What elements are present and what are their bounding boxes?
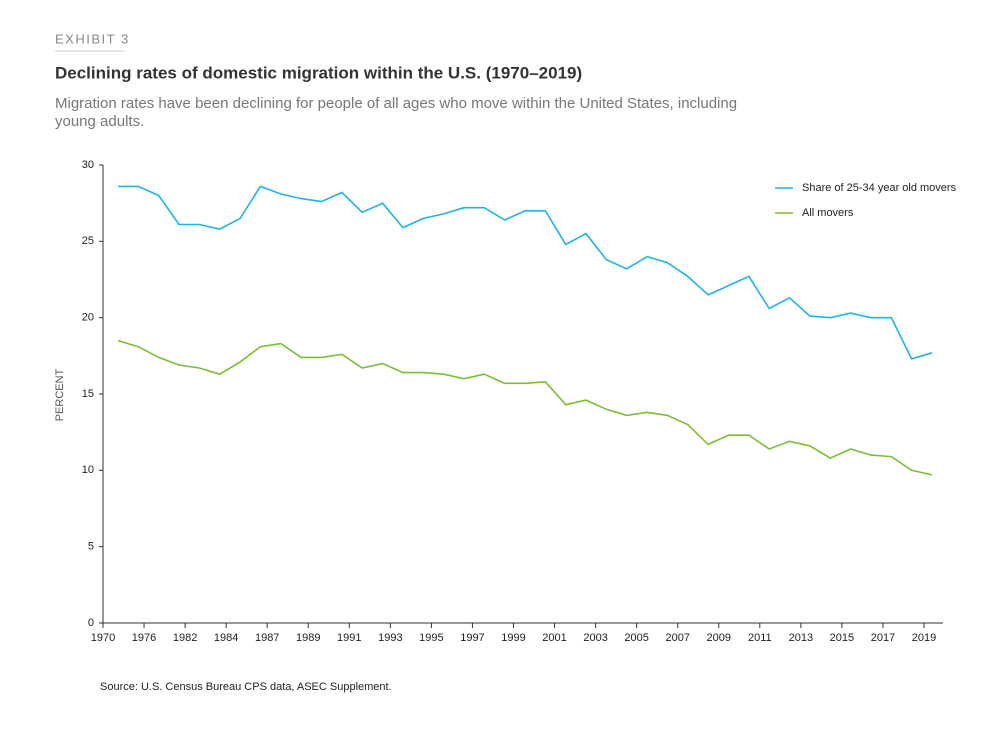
- x-tick-label: 2003: [583, 632, 607, 644]
- x-tick-label: 2007: [665, 632, 689, 644]
- y-tick-label: 10: [82, 464, 94, 476]
- x-tick-label: 1989: [296, 632, 320, 644]
- y-tick-label: 20: [82, 312, 94, 324]
- chart-subtitle: Migration rates have been declining for …: [55, 95, 738, 130]
- x-tick-label: 1976: [132, 632, 156, 644]
- series-line: [118, 185, 933, 360]
- x-tick-label: 1995: [419, 632, 443, 644]
- chart-title: Declining rates of domestic migration wi…: [55, 63, 582, 82]
- y-tick-label: 15: [82, 388, 94, 400]
- x-tick-label: 2017: [871, 632, 895, 644]
- x-tick-label: 2019: [912, 632, 936, 644]
- legend-label: All movers: [802, 207, 854, 219]
- y-tick-label: 25: [82, 235, 94, 247]
- x-tick-label: 2005: [624, 632, 648, 644]
- legend-label: Share of 25-34 year old movers: [802, 182, 957, 194]
- y-tick-label: 0: [88, 617, 94, 629]
- x-tick-label: 1982: [173, 632, 197, 644]
- x-tick-label: 1991: [337, 632, 361, 644]
- source-note: Source: U.S. Census Bureau CPS data, ASE…: [100, 681, 392, 693]
- y-axis-label: PERCENT: [54, 368, 66, 421]
- eyebrow: EXHIBIT 3: [55, 31, 130, 46]
- y-tick-label: 30: [82, 159, 94, 171]
- x-tick-label: 1970: [91, 632, 115, 644]
- x-tick-label: 2011: [748, 632, 772, 644]
- y-tick-label: 5: [88, 541, 94, 553]
- series-line: [117, 339, 933, 476]
- x-tick-label: 1999: [501, 632, 525, 644]
- x-tick-label: 1993: [378, 632, 402, 644]
- x-tick-label: 2015: [830, 632, 854, 644]
- x-tick-label: 2009: [707, 632, 731, 644]
- x-tick-label: 1987: [255, 632, 279, 644]
- x-tick-label: 2013: [789, 632, 813, 644]
- x-tick-label: 1984: [214, 632, 238, 644]
- x-tick-label: 2001: [542, 632, 566, 644]
- x-tick-label: 1997: [460, 632, 484, 644]
- subtitle-box: Migration rates have been declining for …: [55, 95, 738, 130]
